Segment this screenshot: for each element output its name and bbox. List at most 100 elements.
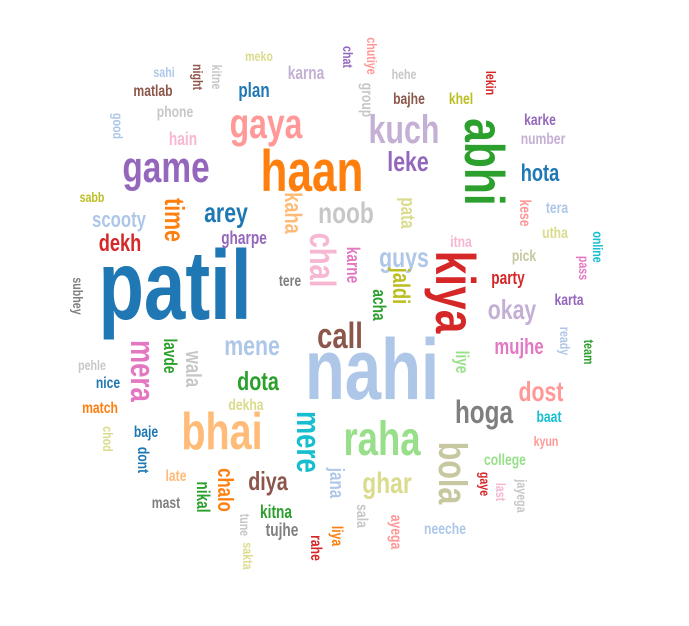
word-liya: liya: [328, 525, 345, 547]
word-ayega: ayega: [387, 514, 404, 550]
word-utha: utha: [542, 225, 568, 242]
word-chod: chod: [100, 426, 116, 452]
word-jayega: jayega: [514, 479, 530, 513]
word-bajhe: bajhe: [393, 91, 425, 108]
word-phone: phone: [156, 104, 194, 121]
word-number: number: [520, 131, 566, 148]
word-mera: mera: [123, 340, 161, 402]
word-karta: karta: [554, 292, 584, 309]
word-arey: arey: [204, 197, 248, 228]
word-kitne: kitne: [209, 64, 225, 90]
word-time: time: [159, 198, 190, 242]
word-sabb: sabb: [79, 189, 105, 205]
word-call: call: [317, 315, 363, 356]
word-patil: patil: [98, 230, 252, 340]
word-scooty: scooty: [92, 207, 146, 232]
word-kyun: kyun: [533, 433, 559, 449]
word-kiya: kiya: [424, 250, 487, 334]
word-sala: sala: [353, 504, 370, 528]
word-jaldi: jaldi: [387, 267, 414, 305]
word-kese: kese: [516, 199, 533, 227]
word-hota: hota: [520, 160, 560, 187]
word-karke: karke: [524, 112, 556, 129]
word-leke: leke: [387, 146, 429, 177]
word-liye: liye: [452, 350, 472, 374]
word-sahi: sahi: [153, 64, 175, 80]
word-sakta: sakta: [240, 542, 256, 570]
word-lavde: lavde: [160, 338, 180, 374]
word-tere: tere: [278, 273, 302, 290]
word-hain: hain: [168, 129, 198, 149]
word-haan: haan: [260, 139, 364, 204]
word-gharpe: gharpe: [221, 228, 267, 248]
word-hoga: hoga: [454, 394, 514, 430]
word-game: game: [122, 143, 210, 192]
word-raha: raha: [343, 413, 421, 466]
word-nikal: nikal: [193, 481, 213, 513]
word-plan: plan: [238, 80, 270, 102]
word-pick: pick: [511, 248, 537, 265]
word-ready: ready: [557, 326, 573, 356]
word-guys: guys: [379, 242, 429, 273]
word-mujhe: mujhe: [494, 334, 544, 359]
word-dont: dont: [134, 446, 151, 474]
word-chat: chat: [340, 46, 356, 68]
word-kaha: kaha: [279, 192, 306, 234]
word-gaye: gaye: [477, 471, 493, 497]
word-chalo: chalo: [213, 468, 238, 512]
word-rahe: rahe: [307, 535, 324, 561]
word-match: match: [82, 400, 118, 417]
word-abhi: abhi: [453, 118, 516, 206]
word-late: late: [165, 468, 187, 485]
word-good: good: [110, 112, 126, 140]
word-tujhe: tujhe: [265, 520, 299, 540]
word-tune: tune: [237, 513, 253, 537]
word-pata: pata: [396, 197, 418, 229]
word-subhey: subhey: [70, 277, 86, 315]
word-wala: wala: [181, 350, 206, 388]
word-hehe: hehe: [391, 66, 417, 82]
word-last: last: [493, 482, 509, 502]
word-chutiye: chutiye: [364, 37, 380, 75]
word-lekin: lekin: [483, 70, 499, 96]
word-diya: diya: [248, 466, 288, 496]
word-neeche: neeche: [424, 521, 466, 538]
word-dekh: dekh: [98, 230, 142, 257]
word-bola: bola: [430, 441, 474, 505]
word-ghar: ghar: [362, 467, 412, 500]
word-itna: itna: [450, 234, 472, 251]
word-nice: nice: [95, 375, 121, 392]
word-dekha: dekha: [228, 397, 264, 414]
word-kitna: kitna: [260, 502, 292, 522]
word-matlab: matlab: [133, 83, 173, 100]
word-kuch: kuch: [368, 108, 440, 152]
word-nahi: nahi: [304, 322, 440, 418]
word-party: party: [491, 268, 525, 288]
word-acha: acha: [369, 289, 389, 321]
word-meko: meko: [245, 48, 273, 64]
word-online: online: [590, 231, 606, 263]
word-dost: dost: [518, 376, 564, 407]
word-baje: baje: [133, 424, 159, 441]
word-night: night: [190, 63, 206, 91]
word-karne: karne: [343, 246, 363, 284]
word-karna: karna: [287, 63, 325, 83]
word-khel: khel: [448, 91, 474, 108]
word-group: group: [358, 82, 375, 118]
word-pass: pass: [576, 255, 592, 281]
word-pehle: pehle: [78, 357, 106, 373]
word-mast: mast: [151, 495, 181, 512]
word-college: college: [484, 452, 526, 469]
word-bhai: bhai: [181, 403, 263, 461]
word-noob: noob: [318, 197, 374, 230]
word-jana: jana: [325, 467, 347, 499]
word-mene: mene: [224, 330, 280, 361]
word-tera: tera: [545, 200, 569, 217]
word-okay: okay: [487, 294, 537, 325]
word-gaya: gaya: [229, 100, 303, 147]
word-mere: mere: [289, 411, 327, 473]
word-dota: dota: [237, 366, 279, 396]
word-chal: chal: [302, 232, 343, 288]
word-team: team: [581, 339, 597, 365]
